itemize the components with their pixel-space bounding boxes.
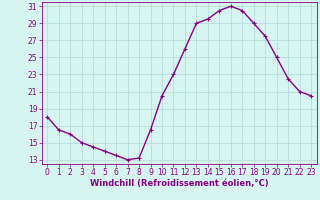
- X-axis label: Windchill (Refroidissement éolien,°C): Windchill (Refroidissement éolien,°C): [90, 179, 268, 188]
